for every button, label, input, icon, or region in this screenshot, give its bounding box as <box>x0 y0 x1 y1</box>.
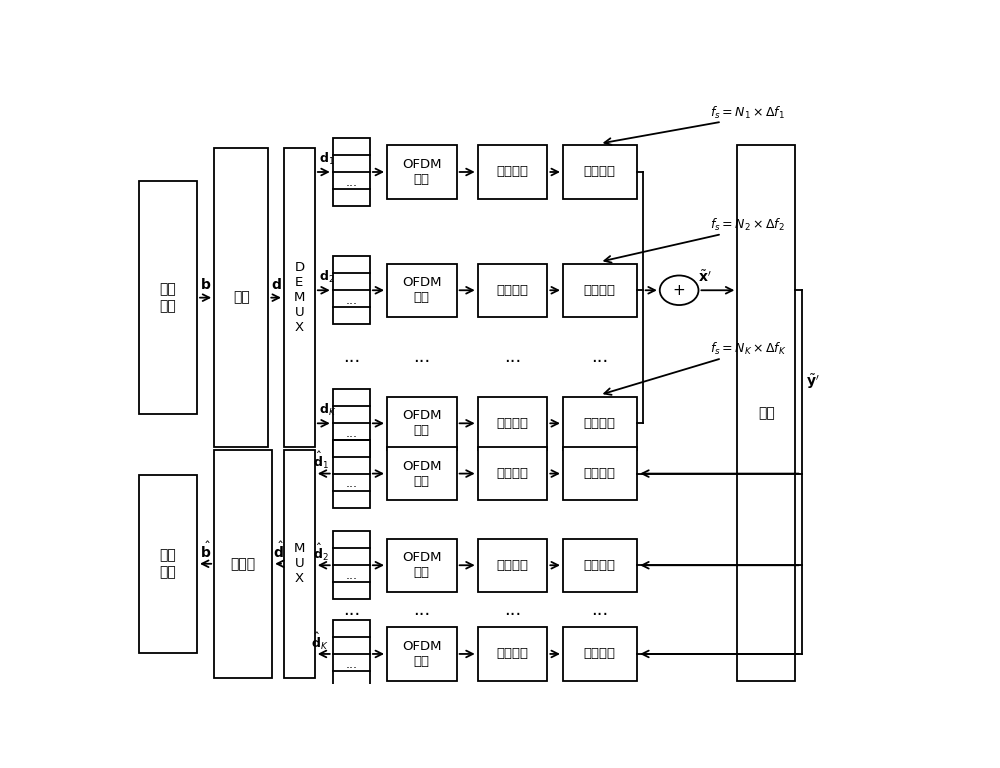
Text: $f_s=N_1\times\Delta f_1$: $f_s=N_1\times\Delta f_1$ <box>710 104 785 121</box>
FancyBboxPatch shape <box>737 145 795 680</box>
Text: 频谱搬移: 频谱搬移 <box>584 165 616 178</box>
FancyBboxPatch shape <box>387 447 457 500</box>
Text: $\mathbf{d}_2$: $\mathbf{d}_2$ <box>319 270 334 285</box>
Text: OFDM
调制: OFDM 调制 <box>402 276 442 304</box>
FancyBboxPatch shape <box>333 389 370 457</box>
Circle shape <box>660 276 698 305</box>
Text: ...: ... <box>591 601 608 618</box>
FancyBboxPatch shape <box>563 538 637 592</box>
Text: OFDM
解调: OFDM 解调 <box>402 551 442 579</box>
Text: $\hat{\mathbf{b}}$: $\hat{\mathbf{b}}$ <box>200 541 211 561</box>
Text: D
E
M
U
X: D E M U X <box>294 261 305 334</box>
FancyBboxPatch shape <box>563 627 637 680</box>
Text: ...: ... <box>591 348 608 366</box>
Text: ...: ... <box>343 348 360 366</box>
FancyBboxPatch shape <box>478 538 547 592</box>
FancyBboxPatch shape <box>284 148 315 447</box>
Text: 频谱搬移: 频谱搬移 <box>584 647 616 660</box>
Text: 信道: 信道 <box>758 406 775 420</box>
Text: M
U
X: M U X <box>294 542 305 585</box>
Text: $\hat{\mathbf{d}}_1$: $\hat{\mathbf{d}}_1$ <box>313 450 329 471</box>
Text: $\mathbf{b}$: $\mathbf{b}$ <box>200 277 211 292</box>
FancyBboxPatch shape <box>387 627 457 680</box>
FancyBboxPatch shape <box>387 538 457 592</box>
Text: 速率匹配: 速率匹配 <box>496 165 528 178</box>
Text: $\mathbf{d}$: $\mathbf{d}$ <box>271 277 282 292</box>
Text: 频谱搬移: 频谱搬移 <box>584 283 616 296</box>
FancyBboxPatch shape <box>284 449 315 678</box>
FancyBboxPatch shape <box>333 620 370 688</box>
Text: $\hat{\mathbf{d}}_2$: $\hat{\mathbf{d}}_2$ <box>313 541 329 563</box>
Text: ...: ... <box>504 601 521 618</box>
FancyBboxPatch shape <box>214 449 272 678</box>
FancyBboxPatch shape <box>387 263 457 317</box>
Text: 频谱搬移: 频谱搬移 <box>584 417 616 430</box>
Text: $\mathbf{d}_K$: $\mathbf{d}_K$ <box>319 402 336 419</box>
FancyBboxPatch shape <box>333 257 370 324</box>
Text: 频谱搬移: 频谱搬移 <box>584 467 616 480</box>
Text: 速率匹配: 速率匹配 <box>496 467 528 480</box>
Text: ...: ... <box>345 657 357 670</box>
FancyBboxPatch shape <box>333 138 370 206</box>
FancyBboxPatch shape <box>478 627 547 680</box>
FancyBboxPatch shape <box>563 145 637 199</box>
FancyBboxPatch shape <box>139 181 197 415</box>
Text: ...: ... <box>345 176 357 189</box>
Text: ...: ... <box>413 601 430 618</box>
Text: 调制: 调制 <box>233 290 250 305</box>
Text: ...: ... <box>345 477 357 490</box>
FancyBboxPatch shape <box>333 531 370 599</box>
FancyBboxPatch shape <box>563 397 637 450</box>
FancyBboxPatch shape <box>478 397 547 450</box>
Text: $\mathbf{d}_1$: $\mathbf{d}_1$ <box>319 151 335 167</box>
FancyBboxPatch shape <box>387 145 457 199</box>
Text: OFDM
调制: OFDM 调制 <box>402 409 442 437</box>
Text: 速率匹配: 速率匹配 <box>496 559 528 571</box>
Text: 发射
数据: 发射 数据 <box>160 283 176 313</box>
Text: +: + <box>673 283 686 298</box>
Text: ...: ... <box>345 294 357 307</box>
Text: ...: ... <box>343 601 360 618</box>
Text: $\tilde{\mathbf{y}}'$: $\tilde{\mathbf{y}}'$ <box>806 372 820 391</box>
Text: ...: ... <box>504 348 521 366</box>
Text: OFDM
解调: OFDM 解调 <box>402 640 442 668</box>
Text: 解调制: 解调制 <box>231 557 256 571</box>
Text: OFDM
解调: OFDM 解调 <box>402 459 442 488</box>
Text: $\hat{\mathbf{d}}$: $\hat{\mathbf{d}}$ <box>273 541 283 561</box>
FancyBboxPatch shape <box>214 148 268 447</box>
FancyBboxPatch shape <box>333 439 370 508</box>
Text: ...: ... <box>345 427 357 440</box>
Text: ...: ... <box>345 569 357 582</box>
FancyBboxPatch shape <box>563 447 637 500</box>
Text: 频谱搬移: 频谱搬移 <box>584 559 616 571</box>
Text: ...: ... <box>413 348 430 366</box>
Text: $\hat{\mathbf{d}}_K$: $\hat{\mathbf{d}}_K$ <box>311 631 329 651</box>
Text: $f_s=N_K\times\Delta f_K$: $f_s=N_K\times\Delta f_K$ <box>710 341 787 357</box>
FancyBboxPatch shape <box>478 447 547 500</box>
Text: 速率匹配: 速率匹配 <box>496 283 528 296</box>
Text: 速率匹配: 速率匹配 <box>496 417 528 430</box>
Text: 速率匹配: 速率匹配 <box>496 647 528 660</box>
FancyBboxPatch shape <box>387 397 457 450</box>
FancyBboxPatch shape <box>478 145 547 199</box>
FancyBboxPatch shape <box>139 475 197 653</box>
FancyBboxPatch shape <box>478 263 547 317</box>
FancyBboxPatch shape <box>563 263 637 317</box>
Text: $f_s=N_2\times\Delta f_2$: $f_s=N_2\times\Delta f_2$ <box>710 217 785 233</box>
Text: OFDM
调制: OFDM 调制 <box>402 158 442 186</box>
Text: $\tilde{\mathbf{x}}'$: $\tilde{\mathbf{x}}'$ <box>698 270 712 285</box>
Text: 接收
数据: 接收 数据 <box>160 548 176 579</box>
